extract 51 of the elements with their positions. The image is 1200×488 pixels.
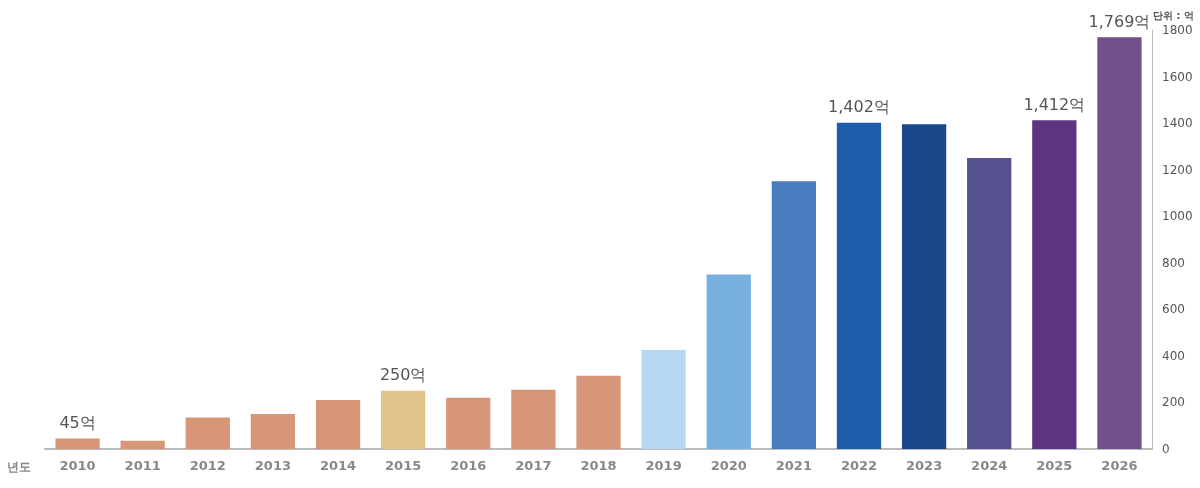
x-axis-title: 년도 <box>7 460 31 474</box>
bar <box>250 414 296 449</box>
x-tick-label: 2013 <box>254 458 292 473</box>
x-tick-label: 2014 <box>319 458 357 473</box>
bar <box>55 438 100 449</box>
data-label: 45억 <box>59 413 96 433</box>
bar <box>576 375 621 449</box>
x-tick-label: 2010 <box>59 458 96 473</box>
bar <box>511 389 556 449</box>
y-tick-label: 1600 <box>1162 69 1193 84</box>
x-tick-label: 2021 <box>775 458 812 473</box>
bar <box>1032 120 1077 449</box>
y-tick-label: 600 <box>1162 302 1185 317</box>
y-axis-title: 단위 : 억 <box>1153 9 1194 21</box>
x-tick-label: 2026 <box>1101 458 1138 473</box>
x-tick-label: 2017 <box>515 458 552 473</box>
bar <box>901 124 947 449</box>
bar <box>641 350 686 449</box>
bar <box>771 181 816 449</box>
x-tick-label: 2015 <box>385 458 422 473</box>
data-label: 1,769억 <box>1088 11 1151 31</box>
y-tick-label: 0 <box>1162 442 1170 456</box>
x-tick-label: 2012 <box>189 458 226 473</box>
x-tick-label: 2023 <box>905 458 943 473</box>
y-tick-label: 1400 <box>1162 116 1193 131</box>
y-tick-label: 1200 <box>1162 162 1193 177</box>
x-tick-label: 2022 <box>840 458 878 473</box>
y-tick-label: 1800 <box>1162 23 1193 37</box>
x-tick-label: 2024 <box>971 458 1008 473</box>
bar <box>381 390 426 449</box>
y-tick-label: 200 <box>1162 395 1185 410</box>
x-tick-label: 2016 <box>450 458 487 473</box>
bar <box>1097 37 1142 449</box>
data-label: 1,412억 <box>1023 94 1086 114</box>
data-label: 250억 <box>379 365 427 385</box>
x-tick-label: 2020 <box>710 458 747 473</box>
bar <box>120 440 165 449</box>
bar <box>967 158 1012 449</box>
data-label: 1,402억 <box>828 97 890 117</box>
y-tick-label: 1000 <box>1162 209 1193 224</box>
x-tick-label: 2018 <box>580 458 617 473</box>
bar <box>315 400 361 449</box>
y-tick-label: 400 <box>1162 348 1185 363</box>
bar <box>706 274 751 449</box>
y-tick-label: 800 <box>1162 255 1185 270</box>
x-tick-label: 2011 <box>124 458 161 473</box>
x-tick-label: 2019 <box>645 458 682 473</box>
bar <box>185 417 230 449</box>
x-tick-label: 2025 <box>1036 458 1073 473</box>
bar <box>446 397 491 449</box>
bar <box>836 122 882 449</box>
